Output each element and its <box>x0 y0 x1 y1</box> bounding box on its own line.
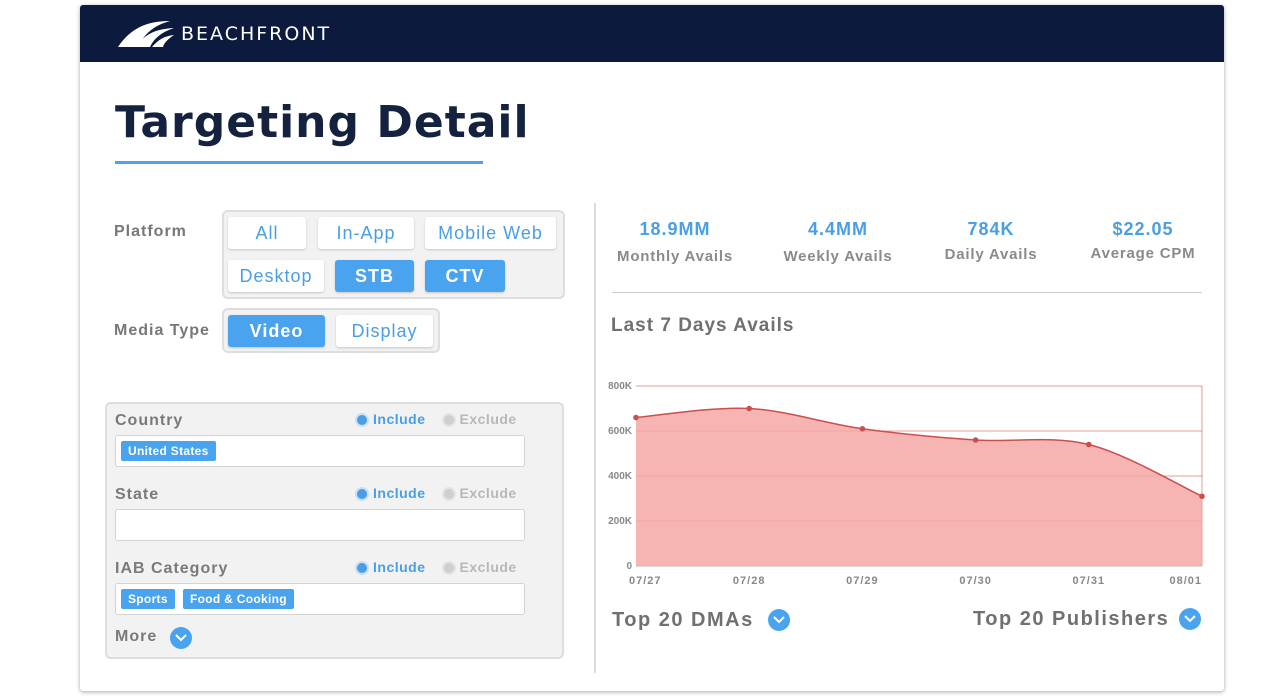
x-tick-label: 07/31 <box>1073 575 1106 587</box>
average-cpm-label: Average CPM <box>1090 245 1196 262</box>
weekly-avails-label: Weekly Avails <box>783 248 893 265</box>
daily-avails-label: Daily Avails <box>944 246 1038 263</box>
monthly-avails-value: 18.9MM <box>639 219 711 239</box>
country-input[interactable]: United States <box>115 435 525 467</box>
radio-on-icon <box>357 563 367 573</box>
radio-off-icon <box>443 563 454 573</box>
chevron-down-icon <box>175 634 187 642</box>
data-point <box>972 437 979 443</box>
x-tick-label: 07/29 <box>846 575 879 587</box>
radio-off-icon <box>443 489 454 499</box>
weekly-avails-value: 4.4MM <box>807 219 868 239</box>
top-publishers-title: Top 20 Publishers <box>973 608 1170 630</box>
y-tick-label: 600K <box>608 426 633 437</box>
platform-all-button[interactable]: All <box>228 217 306 249</box>
state-label: State <box>115 486 160 503</box>
top-dmas-title: Top 20 DMAs <box>612 609 754 631</box>
beachfront-logo-icon <box>118 21 174 47</box>
x-tick-label: 07/30 <box>959 575 992 587</box>
platform-desktop-button[interactable]: Desktop <box>228 260 324 292</box>
y-tick-label: 200K <box>608 516 633 527</box>
stats-divider <box>612 292 1202 293</box>
daily-avails-value: 784K <box>967 219 1015 239</box>
country-exclude-option[interactable]: Exclude <box>443 411 517 427</box>
y-tick-label: 0 <box>626 561 632 572</box>
radio-on-icon <box>357 415 367 425</box>
data-point <box>633 414 639 421</box>
avails-area-chart: 0 200K 400K 600K 800K 07/27 07/28 07/29 07/30 07/… <box>608 381 1205 587</box>
data-point <box>859 425 866 432</box>
platform-stb-button[interactable]: STB <box>335 260 414 292</box>
country-include-option[interactable]: Include <box>357 411 426 427</box>
vertical-divider <box>594 203 596 673</box>
x-tick-label: 07/28 <box>733 575 766 587</box>
x-tick-label: 07/27 <box>629 575 662 587</box>
state-exclude-option[interactable]: Exclude <box>443 485 517 501</box>
average-cpm-value: $22.05 <box>1112 219 1174 239</box>
platform-mobile-web-button[interactable]: Mobile Web <box>425 217 556 249</box>
platform-label: Platform <box>114 223 187 240</box>
brand-name: BEACHFRONT <box>181 23 332 45</box>
media-display-button[interactable]: Display <box>336 315 433 347</box>
state-input[interactable] <box>115 509 525 541</box>
state-radio-group: Include Exclude <box>357 485 517 501</box>
iab-category-label: IAB Category <box>115 560 229 577</box>
tag-united-states[interactable]: United States <box>121 441 216 461</box>
iab-include-option[interactable]: Include <box>357 559 426 575</box>
country-radio-group: Include Exclude <box>357 411 517 427</box>
series-line <box>635 407 1203 497</box>
data-point <box>746 405 752 412</box>
y-tick-label: 800K <box>608 381 633 392</box>
main-card: BEACHFRONT Targeting Detail Platform All… <box>80 5 1224 691</box>
title-underline <box>115 161 483 164</box>
platform-in-app-button[interactable]: In-App <box>318 217 414 249</box>
media-type-toggle-group: Video Display <box>222 308 440 353</box>
area-fill <box>636 408 1202 566</box>
tag-sports[interactable]: Sports <box>121 589 175 609</box>
chevron-down-icon <box>773 616 785 624</box>
platform-toggle-group: All In-App Mobile Web Desktop STB CTV <box>222 210 565 299</box>
radio-on-icon <box>357 489 367 499</box>
country-label: Country <box>115 412 184 429</box>
state-include-option[interactable]: Include <box>357 485 426 501</box>
data-point <box>1199 493 1205 500</box>
media-type-label: Media Type <box>114 322 210 339</box>
x-tick-label: 08/01 <box>1169 575 1202 587</box>
iab-category-input[interactable]: Sports Food & Cooking <box>115 583 525 615</box>
page-title: Targeting Detail <box>115 97 530 148</box>
data-point <box>1086 441 1092 448</box>
media-video-button[interactable]: Video <box>228 315 325 347</box>
iab-exclude-option[interactable]: Exclude <box>443 559 517 575</box>
chevron-down-icon <box>1184 615 1196 623</box>
more-expand-button[interactable] <box>170 627 192 649</box>
top-bar: BEACHFRONT <box>80 5 1224 62</box>
iab-radio-group: Include Exclude <box>357 559 517 575</box>
radio-off-icon <box>443 415 454 425</box>
monthly-avails-label: Monthly Avails <box>617 248 733 265</box>
chart-title: Last 7 Days Avails <box>611 315 795 336</box>
filter-panel: Country Include Exclude United States Sta… <box>105 402 564 659</box>
top-dmas-expand-button[interactable] <box>768 609 790 631</box>
tag-food-cooking[interactable]: Food & Cooking <box>183 589 294 609</box>
more-label: More <box>115 628 158 645</box>
top-publishers-expand-button[interactable] <box>1179 608 1201 630</box>
platform-ctv-button[interactable]: CTV <box>425 260 505 292</box>
y-tick-label: 400K <box>608 471 633 482</box>
